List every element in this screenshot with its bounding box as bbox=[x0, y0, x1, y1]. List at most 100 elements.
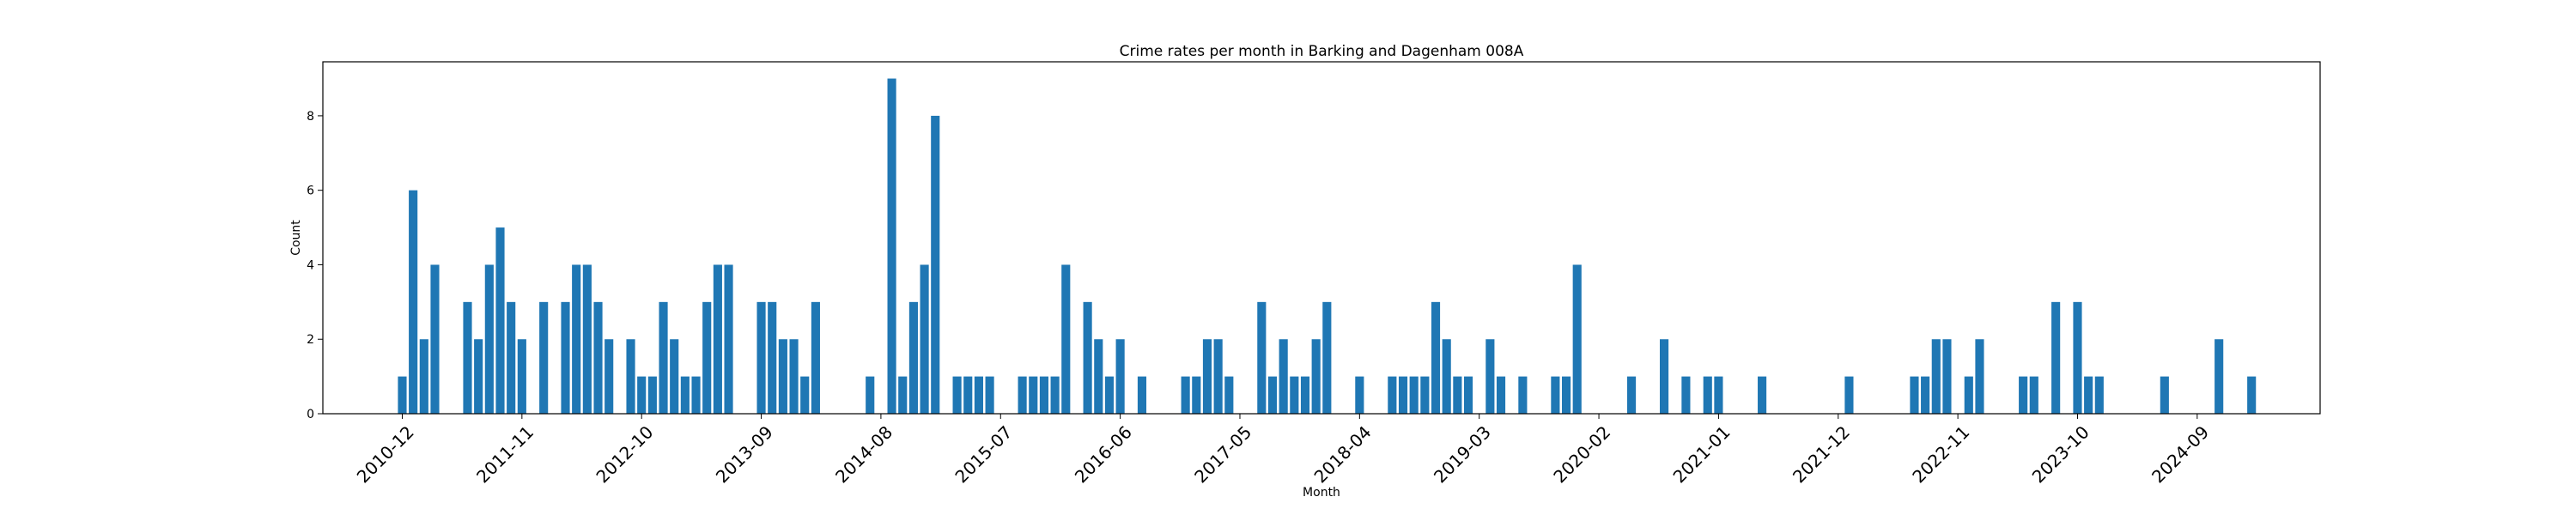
bar-2013-03 bbox=[691, 376, 701, 414]
x-tick-label: 2015-07 bbox=[951, 421, 1016, 487]
bar-2013-04 bbox=[702, 301, 712, 414]
bar-2014-07 bbox=[866, 376, 875, 414]
x-tick-label: 2017-05 bbox=[1190, 421, 1255, 487]
bar-2015-09 bbox=[1018, 376, 1027, 414]
bar-2018-10 bbox=[1420, 376, 1430, 414]
bar-2016-12 bbox=[1181, 376, 1190, 414]
bar-2017-12 bbox=[1311, 339, 1321, 414]
bar-2015-06 bbox=[985, 376, 994, 414]
y-tick-label: 0 bbox=[307, 408, 314, 421]
bar-2012-10 bbox=[637, 376, 647, 414]
bar-2017-07 bbox=[1257, 301, 1267, 414]
bar-2019-12 bbox=[1572, 264, 1582, 414]
bar-2019-10 bbox=[1551, 376, 1560, 414]
bar-2013-10 bbox=[768, 301, 777, 414]
bar-2018-04 bbox=[1355, 376, 1364, 414]
bar-2011-10 bbox=[507, 301, 516, 414]
x-tick-label: 2018-04 bbox=[1310, 421, 1376, 487]
bar-2011-07 bbox=[474, 339, 483, 414]
bar-2016-06 bbox=[1115, 339, 1125, 414]
bar-2020-10 bbox=[1681, 376, 1691, 414]
bar-2016-08 bbox=[1137, 376, 1147, 414]
bar-2015-05 bbox=[974, 376, 983, 414]
bar-2019-11 bbox=[1561, 376, 1571, 414]
x-tick-label: 2021-01 bbox=[1669, 421, 1735, 487]
bar-2019-05 bbox=[1496, 376, 1506, 414]
bar-2018-12 bbox=[1442, 339, 1451, 414]
bar-2011-11 bbox=[517, 339, 526, 414]
bar-2020-08 bbox=[1660, 339, 1669, 414]
bar-2011-06 bbox=[463, 301, 472, 414]
bar-2017-04 bbox=[1224, 376, 1234, 414]
bar-2011-01 bbox=[409, 190, 418, 414]
x-tick-label: 2011-11 bbox=[472, 421, 538, 487]
x-tick-label: 2022-11 bbox=[1908, 421, 1973, 487]
bar-2013-06 bbox=[724, 264, 733, 414]
y-tick-label: 8 bbox=[307, 110, 314, 124]
bar-2015-11 bbox=[1039, 376, 1049, 414]
bar-2022-10 bbox=[1942, 339, 1952, 414]
bar-2015-12 bbox=[1050, 376, 1060, 414]
bar-2012-12 bbox=[659, 301, 668, 414]
bar-2014-02 bbox=[811, 301, 820, 414]
bar-2025-02 bbox=[2247, 376, 2257, 414]
x-tick-label: 2023-10 bbox=[2028, 421, 2093, 487]
bar-2020-05 bbox=[1626, 376, 1637, 414]
bar-2022-09 bbox=[1931, 339, 1941, 414]
bar-2014-12 bbox=[920, 264, 929, 414]
bar-2012-04 bbox=[572, 264, 581, 414]
bar-2022-01 bbox=[1844, 376, 1854, 414]
bar-2017-03 bbox=[1213, 339, 1223, 414]
bar-2023-06 bbox=[2029, 376, 2038, 414]
bar-2018-07 bbox=[1388, 376, 1397, 414]
bar-2017-01 bbox=[1192, 376, 1201, 414]
bar-2013-12 bbox=[789, 339, 799, 414]
y-axis-label: Count bbox=[289, 220, 303, 256]
bar-2013-11 bbox=[778, 339, 787, 414]
bar-2023-10 bbox=[2073, 301, 2082, 414]
bar-2023-11 bbox=[2084, 376, 2093, 414]
bar-2023-12 bbox=[2094, 376, 2104, 414]
bar-2019-02 bbox=[1463, 376, 1473, 414]
bar-2010-12 bbox=[398, 376, 407, 414]
bar-2014-10 bbox=[898, 376, 908, 414]
bar-2011-03 bbox=[430, 264, 440, 414]
bar-2013-09 bbox=[756, 301, 766, 414]
bar-2012-09 bbox=[626, 339, 635, 414]
bar-2017-02 bbox=[1202, 339, 1212, 414]
bar-2018-11 bbox=[1431, 301, 1441, 414]
x-tick-label: 2012-10 bbox=[592, 421, 657, 487]
bar-2017-11 bbox=[1300, 376, 1310, 414]
x-tick-label: 2016-06 bbox=[1071, 421, 1136, 487]
bar-2012-11 bbox=[647, 376, 657, 414]
chart-title: Crime rates per month in Barking and Dag… bbox=[1120, 43, 1524, 60]
bar-2012-07 bbox=[605, 339, 614, 414]
bar-2023-05 bbox=[2019, 376, 2028, 414]
bar-2018-08 bbox=[1398, 376, 1408, 414]
bar-2022-07 bbox=[1910, 376, 1919, 414]
y-tick-label: 4 bbox=[307, 258, 314, 272]
bar-2015-04 bbox=[963, 376, 973, 414]
bar-2020-12 bbox=[1703, 376, 1712, 414]
bar-2012-01 bbox=[539, 301, 549, 414]
x-tick-label: 2013-09 bbox=[712, 421, 777, 487]
bar-2013-05 bbox=[713, 264, 722, 414]
bar-2023-01 bbox=[1975, 339, 1984, 414]
y-tick-label: 6 bbox=[307, 185, 314, 198]
x-tick-label: 2010-12 bbox=[353, 421, 418, 487]
x-axis-label: Month bbox=[1303, 486, 1340, 500]
bar-2013-01 bbox=[670, 339, 679, 414]
bar-2012-03 bbox=[561, 301, 570, 414]
bar-2024-06 bbox=[2160, 376, 2169, 414]
plot-frame bbox=[322, 61, 2321, 415]
bar-2013-02 bbox=[680, 376, 690, 414]
bar-2015-10 bbox=[1029, 376, 1038, 414]
bar-2016-03 bbox=[1083, 301, 1092, 414]
bar-2023-08 bbox=[2051, 301, 2061, 414]
x-tick-label: 2019-03 bbox=[1430, 421, 1495, 487]
bar-2017-09 bbox=[1279, 339, 1288, 414]
bar-2018-01 bbox=[1322, 301, 1332, 414]
bar-2014-09 bbox=[887, 78, 896, 415]
bar-2016-01 bbox=[1061, 264, 1071, 414]
